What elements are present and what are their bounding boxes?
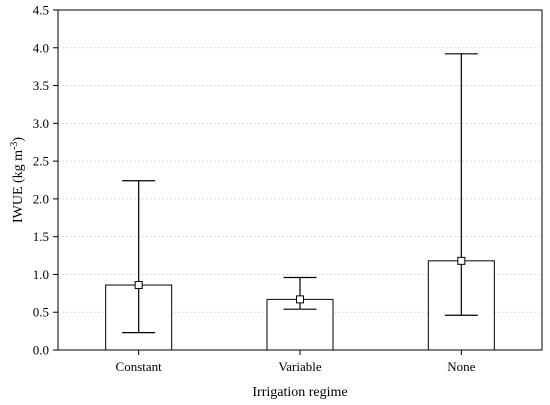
y-axis-title-end: ): [11, 137, 26, 142]
y-tick-label: 4.0: [33, 40, 49, 55]
y-tick-label: 4.5: [33, 3, 49, 18]
y-axis-title: IWUE (kg m-3): [9, 137, 26, 223]
mean-marker: [134, 281, 143, 290]
whisker-layer: [122, 53, 478, 334]
x-tick-label: Constant: [116, 359, 163, 374]
y-tick-label: 3.0: [33, 116, 49, 131]
y-tick-label: 3.5: [33, 78, 49, 93]
bar-layer: [105, 260, 495, 351]
y-axis-title-main: IWUE (kg m: [11, 150, 26, 223]
y-axis-title-sup: -3: [9, 142, 20, 150]
x-axis-title: Irrigation regime: [252, 385, 347, 400]
x-axis-ticks: Constant Variable None: [116, 350, 476, 374]
mean-marker: [296, 295, 304, 304]
y-tick-label: 0.0: [33, 343, 49, 358]
y-tick-label: 1.0: [33, 267, 49, 282]
y-tick-label: 2.0: [33, 191, 49, 206]
y-tick-label: 0.5: [33, 305, 49, 320]
x-tick-label: Variable: [278, 359, 322, 374]
y-axis-ticks: 0.0 0.5 1.0 1.5 2.0 2.5 3.0 3.5 4.0 4.5: [33, 3, 58, 358]
x-tick-label: None: [447, 359, 475, 374]
y-tick-label: 2.5: [33, 154, 49, 169]
mean-marker: [457, 256, 466, 265]
y-tick-label: 1.5: [33, 229, 49, 244]
